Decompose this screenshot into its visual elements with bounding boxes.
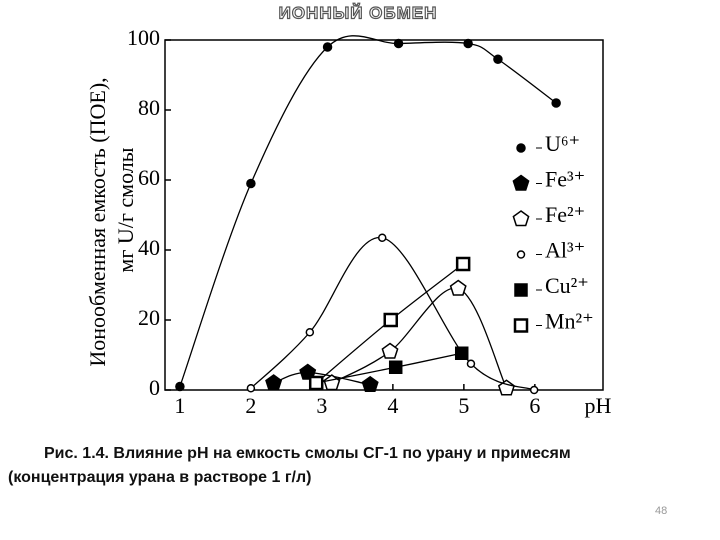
marker <box>381 342 399 359</box>
y-tick-label: 0 <box>149 375 160 400</box>
marker <box>497 379 515 396</box>
plot-frame <box>164 39 604 391</box>
legend-marker <box>512 210 530 227</box>
series-line <box>179 35 557 387</box>
x-tick-label: 1 <box>174 393 185 418</box>
legend-marker <box>514 283 528 297</box>
marker <box>322 42 333 52</box>
page-number: 48 <box>655 505 668 517</box>
marker <box>388 360 403 374</box>
legend-label: Fe³⁺ <box>545 167 585 192</box>
legend-label: U⁶⁺ <box>545 131 580 156</box>
marker <box>466 359 476 368</box>
x-tick-label: 4 <box>387 393 398 418</box>
marker <box>529 385 539 395</box>
marker <box>308 375 324 391</box>
x-tick-label: 3 <box>316 393 327 418</box>
marker <box>305 328 315 337</box>
marker <box>299 363 317 380</box>
series-line <box>331 287 508 389</box>
chart: ИОННЫЙ ОБМЕН 0 20 40 60 80 100 1 2 3 4 5 6 pH Ионообм… <box>85 3 612 418</box>
marker <box>246 178 256 189</box>
marker <box>454 346 469 360</box>
caption: Рис. 1.4. Влияние pH на емкость смолы СГ… <box>8 442 714 490</box>
x-axis-label: pH <box>585 393 612 418</box>
slide-title: ИОННЫЙ ОБМЕН <box>279 3 438 22</box>
y-tick-label: 20 <box>138 305 160 330</box>
legend-marker <box>513 318 529 333</box>
y-tick-label: 40 <box>138 235 160 260</box>
caption-line: (концентрация урана в растворе 1 г/л) <box>8 469 312 486</box>
x-tick-label: 2 <box>245 393 256 418</box>
marker <box>449 279 467 296</box>
caption-line: Рис. 1.4. Влияние pH на емкость смолы СГ… <box>44 445 571 462</box>
x-tick-label: 6 <box>529 393 540 418</box>
legend-label: Cu²⁺ <box>545 273 589 298</box>
marker <box>265 374 283 391</box>
marker <box>175 381 185 392</box>
marker <box>551 98 561 108</box>
marker <box>493 54 503 64</box>
x-tick-label: 5 <box>458 393 469 418</box>
y-tick-label: 60 <box>138 165 160 190</box>
legend-marker <box>516 250 526 259</box>
legend-label: Mn²⁺ <box>545 309 594 334</box>
legend-label: Al³⁺ <box>545 238 585 263</box>
marker <box>383 312 398 328</box>
marker <box>377 233 387 242</box>
marker <box>246 384 256 393</box>
marker <box>455 256 471 272</box>
y-tick-label: 80 <box>138 95 160 120</box>
marker <box>463 38 473 49</box>
legend-marker <box>516 143 526 153</box>
marker <box>393 38 404 49</box>
legend-marker <box>512 174 530 191</box>
y-tick-label: 100 <box>127 25 160 50</box>
y-axis-label: Ионообменная емкость (ПОЕ), <box>85 77 110 366</box>
legend-label: Fe²⁺ <box>545 202 585 227</box>
y-axis-label: мг U/г смолы <box>113 147 138 272</box>
marker <box>361 375 379 392</box>
